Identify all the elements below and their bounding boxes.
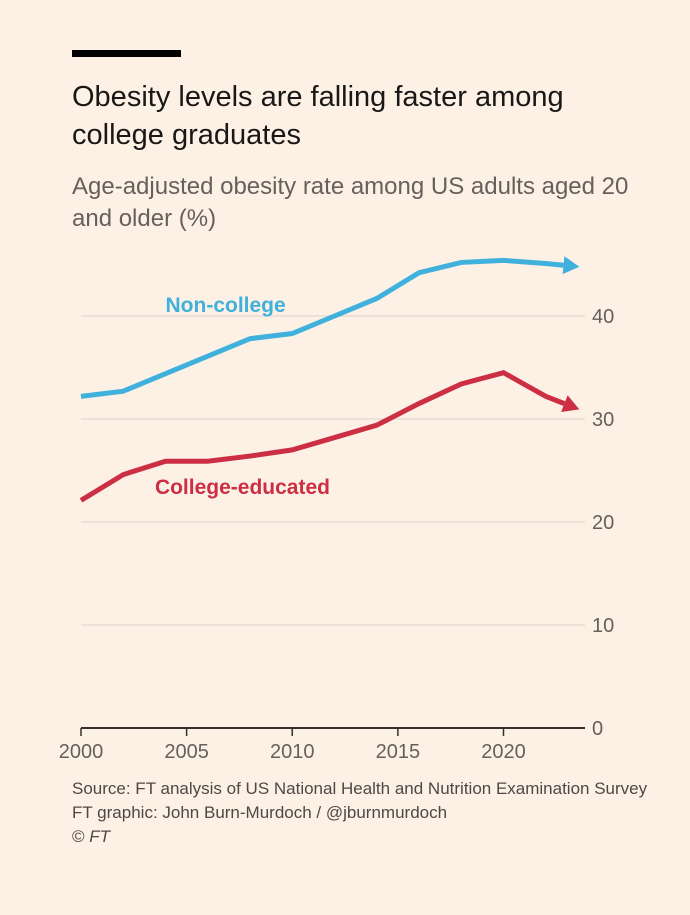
chart-title: Obesity levels are falling faster among … xyxy=(72,81,564,151)
x-tick-label: 2015 xyxy=(376,741,421,763)
y-axis: 0 10 20 30 40 xyxy=(592,306,614,740)
y-tick-label: 40 xyxy=(592,306,614,328)
y-tick-label: 10 xyxy=(592,615,614,637)
series-line-college-educated xyxy=(79,369,566,503)
chart-footer: Source: FT analysis of US National Healt… xyxy=(72,777,662,849)
source-note: Source: FT analysis of US National Healt… xyxy=(72,779,648,798)
line-chart: 2000 2005 2010 2015 2020 0 10 20 30 40 Non-colle… xyxy=(59,256,614,763)
y-tick-label: 0 xyxy=(592,718,603,740)
graphic-credit: FT graphic: John Burn-Murdoch / @jburnmu… xyxy=(72,803,448,822)
series-labels: Non-college College-educated xyxy=(155,294,330,499)
x-tick-label: 2005 xyxy=(164,741,209,763)
copyright-owner: FT xyxy=(89,827,111,846)
y-tick-label: 30 xyxy=(592,409,614,431)
x-tick-label: 2010 xyxy=(270,741,315,763)
y-tick-label: 20 xyxy=(592,512,614,534)
series-label-college-educated: College-educated xyxy=(155,476,330,499)
copyright-symbol: © xyxy=(72,827,85,846)
series-lines xyxy=(79,256,580,503)
series-arrowhead-college-educated xyxy=(561,395,580,412)
series-arrowhead-non-college xyxy=(562,256,580,275)
series-label-non-college: Non-college xyxy=(166,294,286,317)
chart-subtitle: Age-adjusted obesity rate among US adult… xyxy=(72,173,629,232)
x-tick-label: 2020 xyxy=(481,741,526,763)
series-line-non-college xyxy=(80,257,564,399)
copyright-note: © FT xyxy=(72,825,662,849)
x-axis: 2000 2005 2010 2015 2020 xyxy=(59,727,585,763)
title-accent-bar xyxy=(72,50,181,57)
gridlines xyxy=(81,315,585,626)
x-tick-label: 2000 xyxy=(59,741,104,763)
